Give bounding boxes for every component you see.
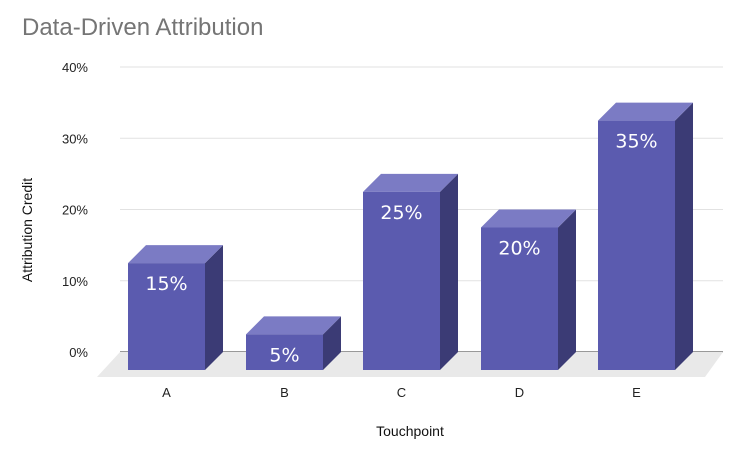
x-tick-label: C bbox=[397, 385, 406, 400]
bar-top-face bbox=[363, 173, 458, 192]
bar-a: 15% bbox=[128, 245, 223, 370]
bar-top-face bbox=[246, 316, 341, 335]
bar-top-face bbox=[128, 245, 223, 264]
x-tick-label: A bbox=[162, 385, 171, 400]
y-axis-title: Attribution Credit bbox=[19, 178, 35, 282]
bars: 15% 5% 25% 20% 35% bbox=[128, 102, 693, 370]
data-label: 15% bbox=[145, 273, 187, 295]
data-label: 35% bbox=[615, 131, 657, 153]
bar-front-face bbox=[363, 191, 440, 370]
bar-side-face bbox=[675, 102, 693, 370]
bar-b: 5% bbox=[246, 316, 341, 370]
bar-side-face bbox=[205, 245, 223, 370]
data-label: 20% bbox=[498, 238, 540, 260]
bar-d: 20% bbox=[481, 209, 576, 370]
x-tick-label: B bbox=[280, 385, 289, 400]
y-tick-label: 10% bbox=[62, 274, 88, 289]
bar-top-face bbox=[598, 102, 693, 121]
bar-front-face bbox=[128, 263, 205, 370]
data-label: 5% bbox=[269, 344, 299, 366]
x-axis-ticks: A B C D E bbox=[162, 385, 641, 400]
x-axis-title: Touchpoint bbox=[376, 423, 444, 439]
chart-title: Data-Driven Attribution bbox=[22, 14, 264, 41]
y-tick-label: 30% bbox=[62, 131, 88, 146]
bar-side-face bbox=[558, 209, 576, 370]
bar-front-face bbox=[246, 334, 323, 370]
y-tick-label: 0% bbox=[69, 345, 88, 360]
y-axis-ticks: 0% 10% 20% 30% 40% bbox=[62, 60, 88, 360]
data-label: 25% bbox=[380, 202, 422, 224]
bar-top-face bbox=[481, 209, 576, 228]
x-tick-label: E bbox=[632, 385, 641, 400]
bar-front-face bbox=[481, 227, 558, 370]
bar-front-face bbox=[598, 120, 675, 370]
y-tick-label: 20% bbox=[62, 203, 88, 218]
x-tick-label: D bbox=[515, 385, 524, 400]
bar-e: 35% bbox=[598, 102, 693, 370]
y-tick-label: 40% bbox=[62, 60, 88, 75]
bar-side-face bbox=[440, 173, 458, 370]
bar-c: 25% bbox=[363, 173, 458, 370]
bar-side-face bbox=[323, 316, 341, 370]
